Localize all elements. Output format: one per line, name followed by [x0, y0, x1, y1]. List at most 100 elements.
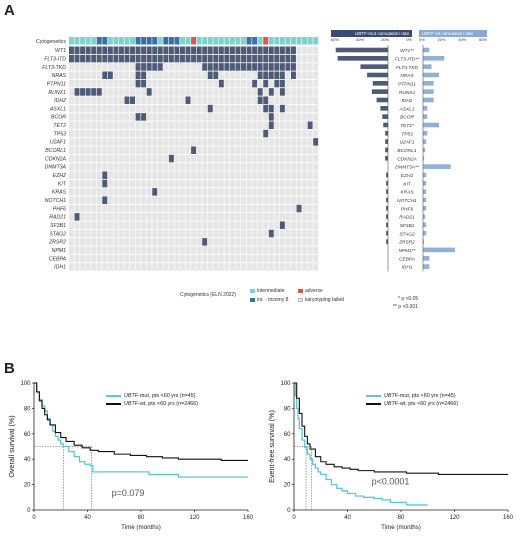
oncoprint-cell: [118, 204, 124, 213]
oncoprint-cell: [135, 113, 141, 121]
oncoprint-cell: [118, 154, 124, 163]
oncoprint-cell: [135, 96, 141, 105]
oncoprint-cell: [80, 88, 86, 96]
oncoprint-cell: [218, 229, 224, 238]
oncoprint-cell: [268, 96, 274, 105]
oncoprint-cell: [69, 63, 74, 71]
mut-rate-bar: [385, 131, 388, 136]
oncoprint-cell: [229, 121, 235, 129]
oncoprint-cell: [96, 238, 102, 246]
oncoprint-cell: [268, 104, 274, 113]
oncoprint-cell: [302, 71, 308, 80]
oncoprint-cell: [268, 254, 274, 263]
oncoprint-cell: [196, 171, 202, 179]
oncoprint-cell: [296, 254, 302, 263]
oncoprint-cell: [135, 263, 141, 271]
oncoprint-cell: [241, 221, 246, 229]
oncoprint-cell: [307, 263, 313, 271]
oncoprint-cell: [146, 71, 152, 80]
oncoprint-cell: [96, 179, 102, 188]
oncoprint-cell: [218, 246, 224, 254]
oncoprint-cell: [279, 113, 285, 121]
cytogenetics-cell: [180, 37, 185, 45]
oncoprint-cell: [241, 204, 246, 213]
oncoprint-cell: [124, 121, 130, 129]
oncoprint-cell: [218, 154, 224, 163]
oncoprint-cell: [229, 171, 235, 179]
oncoprint-cell: [252, 238, 258, 246]
oncoprint-cell: [85, 121, 91, 129]
cytogenetics-cell: [235, 37, 241, 45]
oncoprint-cell: [224, 71, 230, 80]
oncoprint-cell: [302, 171, 308, 179]
oncoprint-cell: [202, 171, 208, 179]
oncoprint-cell: [291, 138, 296, 146]
oncoprint-cell: [102, 196, 108, 204]
oncoprint-cell: [152, 213, 158, 221]
oncoprint-cell: [152, 104, 158, 113]
oncoprint-cell: [157, 46, 163, 55]
oncoprint-cell: [291, 88, 296, 96]
wt-rate-title: UBTF-wt comutation rate: [419, 30, 487, 37]
legend-line: [106, 403, 121, 405]
oncoprint-cell: [80, 54, 86, 63]
oncoprint-cell: [285, 121, 291, 129]
oncoprint-cell: [274, 79, 280, 88]
oncoprint-cell: [91, 113, 97, 121]
oncoprint-cell: [313, 96, 319, 105]
oncoprint-cell: [130, 263, 135, 271]
oncoprint-cell: [146, 163, 152, 171]
oncoprint-cell: [218, 96, 224, 105]
oncoprint-cell: [135, 213, 141, 221]
oncoprint-cell: [91, 129, 97, 138]
oncoprint-cell: [191, 238, 197, 246]
oncoprint-cell: [135, 63, 141, 71]
oncoprint-cell: [130, 163, 135, 171]
oncoprint-cell: [268, 88, 274, 96]
oncoprint-cell: [135, 229, 141, 238]
oncoprint-cell: [235, 121, 241, 129]
oncoprint-cell: [291, 246, 296, 254]
oncoprint-cell: [263, 229, 269, 238]
oncoprint-cell: [163, 188, 169, 196]
oncoprint-cell: [296, 196, 302, 204]
oncoprint-cell: [307, 121, 313, 129]
oncoprint-cell: [168, 238, 174, 246]
oncoprint-cell: [107, 221, 113, 229]
oncoprint-cell: [124, 79, 130, 88]
oncoprint-cell: [185, 71, 191, 80]
oncoprint-cell: [74, 163, 80, 171]
oncoprint-cell: [257, 238, 263, 246]
oncoprint-cell: [146, 54, 152, 63]
oncoprint-cell: [80, 229, 86, 238]
oncoprint-cell: [268, 138, 274, 146]
oncoprint-cell: [174, 79, 180, 88]
oncoprint-cell: [213, 113, 219, 121]
oncoprint-cell: [152, 79, 158, 88]
wt-rate-bar: [423, 47, 430, 53]
oncoprint-cell: [124, 154, 130, 163]
oncoprint-cell: [274, 138, 280, 146]
oncoprint-cell: [135, 104, 141, 113]
x-tick-label: 120: [449, 515, 460, 521]
oncoprint-cell: [80, 196, 86, 204]
oncoprint-cell: [130, 238, 135, 246]
oncoprint-cell: [118, 246, 124, 254]
oncoprint-cell: [263, 54, 269, 63]
oncoprint-cell: [268, 179, 274, 188]
center-gene-label-FLT3-TKD: FLT3-TKD: [396, 65, 419, 71]
oncoprint-cell: [74, 221, 80, 229]
oncoprint-cell: [146, 188, 152, 196]
mut-rate-bar: [385, 139, 388, 144]
oncoprint-cell: [263, 88, 269, 96]
oncoprint-cell: [69, 113, 74, 121]
oncoprint-cell: [296, 163, 302, 171]
oncoprint-cell: [107, 63, 113, 71]
wt-rate-bar: [423, 81, 434, 86]
legend-label: -mut, pts <60 yrs (n=45): [398, 393, 456, 399]
x-tick-label: 160: [243, 515, 254, 521]
oncoprint-cell: [118, 129, 124, 138]
oncoprint-cell: [246, 163, 252, 171]
oncoprint-cell: [185, 54, 191, 63]
oncoprint-cell: [118, 104, 124, 113]
